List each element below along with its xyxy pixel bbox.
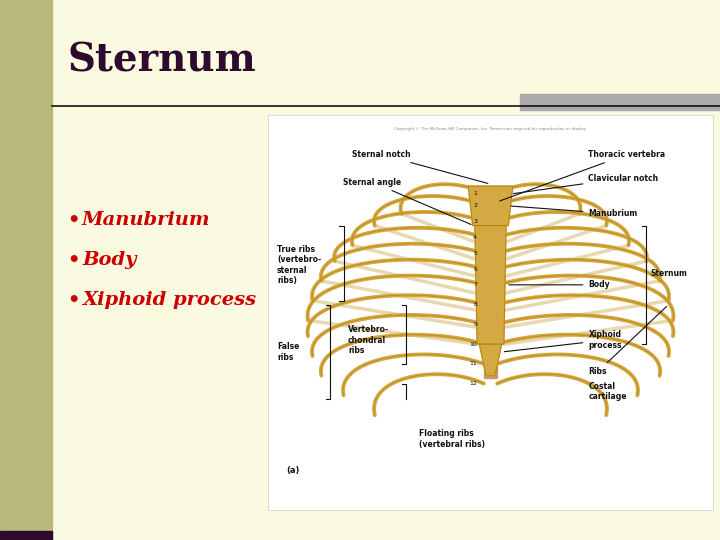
Text: 11: 11 — [469, 361, 477, 366]
Polygon shape — [475, 226, 506, 344]
Text: 5: 5 — [473, 251, 477, 256]
Text: 10: 10 — [469, 342, 477, 347]
Text: Manubrium: Manubrium — [82, 211, 210, 229]
Text: 12: 12 — [469, 381, 477, 386]
Text: 7: 7 — [473, 282, 477, 287]
Text: Manubrium: Manubrium — [511, 206, 638, 218]
Text: (a): (a) — [286, 466, 300, 475]
Text: 6: 6 — [473, 267, 477, 272]
Text: 3: 3 — [473, 219, 477, 224]
Polygon shape — [484, 309, 498, 321]
Polygon shape — [484, 291, 498, 302]
Polygon shape — [484, 366, 498, 377]
Text: Sternum: Sternum — [651, 268, 688, 278]
Bar — [0, 531, 52, 540]
Polygon shape — [484, 234, 498, 246]
Text: 1: 1 — [473, 192, 477, 197]
Text: Sternal angle: Sternal angle — [343, 178, 471, 225]
Text: True ribs
(vertebro-
sternal
ribs): True ribs (vertebro- sternal ribs) — [277, 245, 321, 285]
Text: Sternum: Sternum — [68, 41, 257, 79]
Polygon shape — [484, 215, 498, 227]
Text: Copyright © The McGraw-Hill Companies, Inc. Permission required for reproduction: Copyright © The McGraw-Hill Companies, I… — [394, 127, 587, 131]
Text: Xiphoid
process: Xiphoid process — [505, 330, 622, 352]
Polygon shape — [484, 328, 498, 340]
Text: Xiphoid process: Xiphoid process — [82, 291, 256, 309]
Polygon shape — [484, 253, 498, 265]
Text: Body: Body — [509, 280, 610, 289]
Text: Thoracic vertebra: Thoracic vertebra — [500, 150, 665, 201]
Text: 4: 4 — [473, 235, 477, 240]
Text: Sternal notch: Sternal notch — [352, 150, 488, 184]
Text: Body: Body — [82, 251, 137, 269]
Text: 8: 8 — [473, 302, 477, 307]
Text: 9: 9 — [473, 322, 477, 327]
Text: Floating ribs
(vertebral ribs): Floating ribs (vertebral ribs) — [419, 429, 485, 449]
Text: •: • — [68, 291, 87, 309]
Polygon shape — [468, 186, 513, 226]
Polygon shape — [484, 272, 498, 284]
Text: False
ribs: False ribs — [277, 342, 300, 362]
Polygon shape — [480, 344, 502, 376]
Polygon shape — [484, 347, 498, 359]
Text: Ribs: Ribs — [588, 307, 667, 376]
Polygon shape — [484, 196, 498, 208]
Text: 2: 2 — [473, 204, 477, 208]
Text: Vertebro-
chondral
ribs: Vertebro- chondral ribs — [348, 325, 390, 355]
Bar — [268, 115, 713, 510]
Text: Costal
cartilage: Costal cartilage — [588, 382, 627, 401]
Bar — [0, 0, 52, 540]
Text: •: • — [68, 211, 87, 229]
Text: •: • — [68, 251, 87, 269]
Text: Clavicular notch: Clavicular notch — [513, 174, 659, 194]
Bar — [520, 94, 720, 110]
